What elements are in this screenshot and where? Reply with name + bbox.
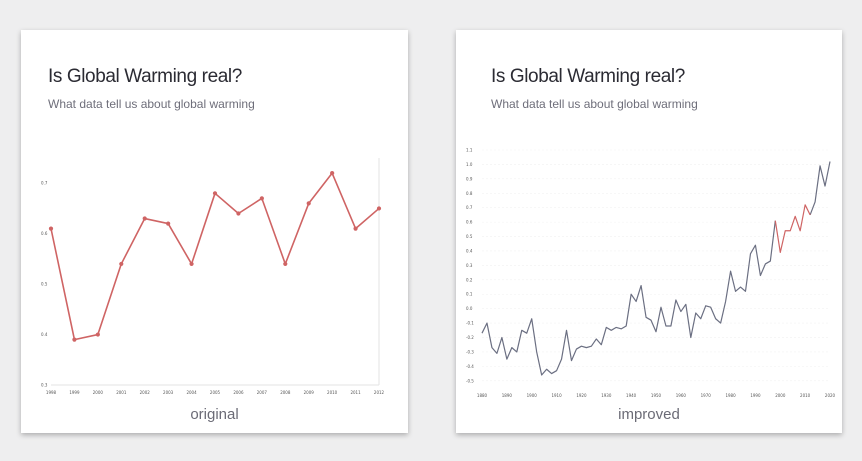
chart-title: Is Global Warming real? — [48, 66, 242, 87]
data-point — [330, 171, 335, 176]
data-point — [376, 206, 382, 211]
y-tick-label: 0.2 — [466, 277, 473, 282]
x-tick-label: 1950 — [651, 393, 662, 398]
data-point — [212, 191, 218, 196]
x-tick-label: 2005 — [210, 390, 221, 395]
x-tick-label: 2000 — [93, 390, 104, 395]
x-tick-label: 2001 — [116, 390, 127, 395]
line-chart-original: 0.3 0.4 0.5 0.6 0.7 1998 1999 2000 2001 2002 2003 2… — [41, 158, 385, 395]
y-tick-label: 0.8 — [466, 191, 473, 196]
x-tick-label: 2002 — [140, 390, 151, 395]
y-tick-label: 0.5 — [466, 234, 473, 239]
data-point — [283, 261, 288, 267]
x-tick-label: 2006 — [233, 390, 244, 395]
x-tick-label: 2008 — [280, 390, 291, 395]
x-tick-label: 2010 — [327, 390, 338, 395]
x-tick-label: 2010 — [800, 393, 811, 398]
x-tick-label: 1900 — [527, 393, 538, 398]
x-tick-label: 2012 — [374, 390, 385, 395]
series-line — [481, 220, 776, 376]
chart-card-improved: Is Global Warming real? What data tell u… — [456, 30, 842, 433]
y-tick-label: -0.5 — [466, 378, 474, 383]
x-tick-label: 1970 — [701, 393, 712, 398]
x-tick-label: 1940 — [626, 393, 637, 398]
x-tick-label: 1980 — [725, 393, 736, 398]
x-tick-label: 1930 — [601, 393, 612, 398]
series-line — [50, 172, 380, 341]
y-tick-label: 0.4 — [41, 332, 48, 337]
x-tick-label: 1999 — [69, 390, 80, 395]
data-point — [166, 221, 171, 226]
x-tick-label: 2003 — [163, 390, 174, 395]
y-tick-label: 1.1 — [466, 148, 473, 153]
y-tick-label: 0.4 — [466, 248, 473, 253]
x-tick-label: 2020 — [825, 393, 836, 398]
caption-original: original — [190, 406, 239, 423]
data-point — [236, 211, 241, 216]
y-tick-label: 0.7 — [41, 181, 48, 186]
x-tick-label: 1920 — [576, 393, 587, 398]
y-tick-label: -0.3 — [466, 349, 474, 354]
chart-card-original: Is Global Warming real? What data tell u… — [21, 30, 408, 433]
data-point — [142, 216, 147, 221]
y-tick-label: 0.6 — [41, 231, 48, 236]
y-tick-label: 0.3 — [41, 383, 48, 388]
data-point — [259, 196, 264, 201]
y-tick-label: 0.9 — [466, 176, 473, 181]
chart-subtitle: What data tell us about global warming — [491, 97, 698, 111]
data-point — [72, 337, 77, 342]
y-tick-label: -0.4 — [466, 364, 474, 369]
data-point — [48, 226, 54, 231]
y-tick-label: 1.0 — [466, 162, 473, 167]
x-tick-label: 2000 — [775, 393, 786, 398]
y-tick-label: 0.0 — [466, 306, 473, 311]
x-tick-label: 2011 — [350, 390, 361, 395]
chart-title: Is Global Warming real? — [491, 66, 685, 87]
x-tick-label: 1910 — [551, 393, 562, 398]
y-tick-label: 0.5 — [41, 282, 48, 287]
series-line-recent — [809, 161, 831, 216]
x-tick-label: 2004 — [186, 390, 197, 395]
y-tick-label: -0.2 — [466, 335, 474, 340]
data-point — [306, 201, 311, 206]
y-tick-label: -0.1 — [466, 321, 474, 326]
x-tick-label: 1890 — [502, 393, 513, 398]
data-point — [353, 226, 358, 231]
x-tick-label: 1880 — [477, 393, 488, 398]
y-tick-label: 0.3 — [466, 263, 473, 268]
chart-subtitle: What data tell us about global warming — [48, 97, 255, 111]
y-tick-label: 0.1 — [466, 292, 473, 297]
y-tick-label: 0.6 — [466, 220, 473, 225]
data-point — [119, 261, 124, 267]
y-tick-label: 0.7 — [466, 205, 473, 210]
line-chart-improved: 1.1 1.0 0.9 0.8 0.7 0.6 0.5 0.4 0.3 0.2 0.1 0.0 -0.1… — [466, 148, 836, 399]
x-tick-label: 2009 — [304, 390, 315, 395]
x-tick-label: 1960 — [676, 393, 687, 398]
caption-improved: improved — [618, 406, 680, 423]
data-point — [189, 261, 194, 267]
data-point — [95, 332, 100, 337]
series-line-highlight — [774, 204, 811, 254]
x-tick-label: 2007 — [257, 390, 268, 395]
x-tick-label: 1998 — [46, 390, 57, 395]
x-tick-label: 1990 — [750, 393, 761, 398]
